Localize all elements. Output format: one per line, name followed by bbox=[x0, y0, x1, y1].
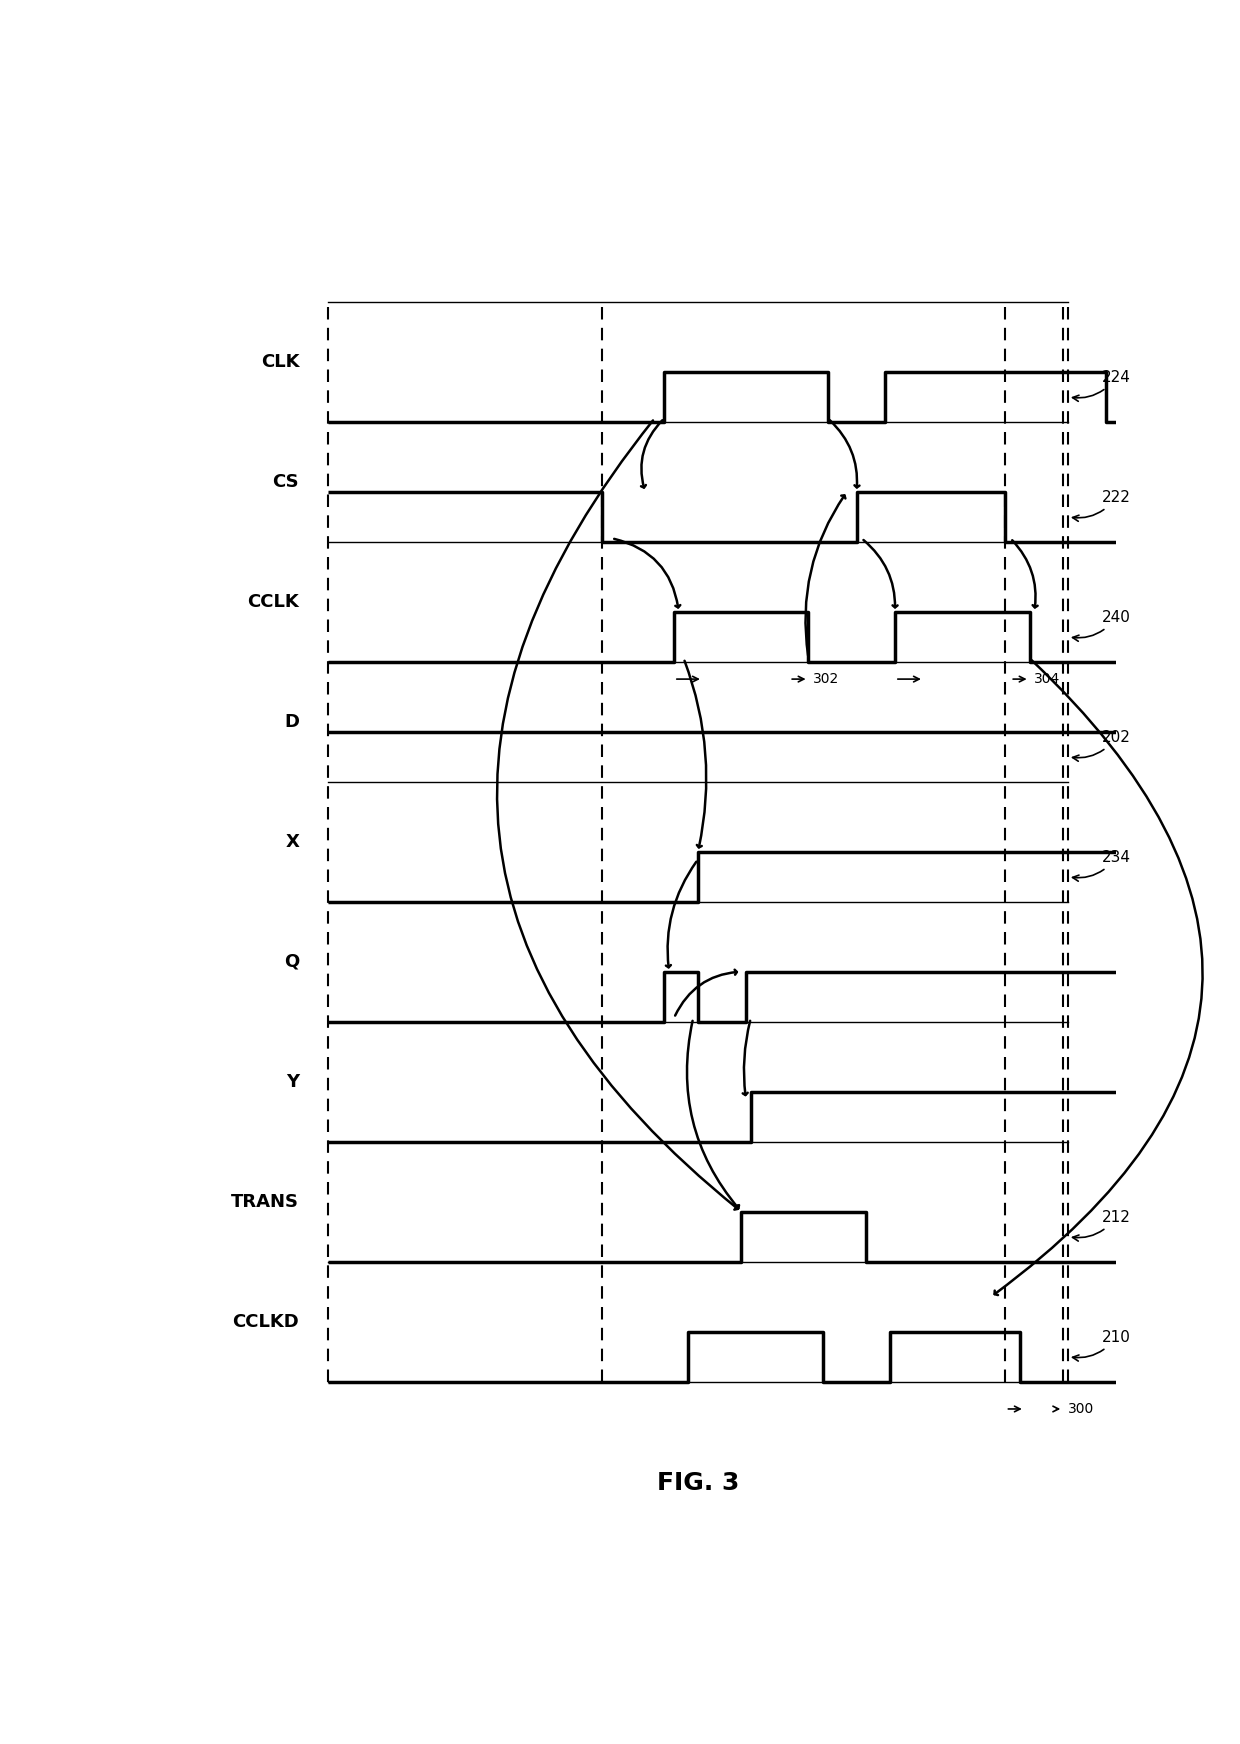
Text: 240: 240 bbox=[1073, 610, 1131, 642]
Text: 222: 222 bbox=[1073, 490, 1131, 521]
Text: FIG. 3: FIG. 3 bbox=[657, 1470, 739, 1495]
Text: 234: 234 bbox=[1073, 849, 1131, 881]
Text: 304: 304 bbox=[1034, 671, 1060, 685]
Text: CLK: CLK bbox=[260, 352, 299, 371]
Text: TRANS: TRANS bbox=[231, 1193, 299, 1210]
Text: 224: 224 bbox=[1073, 370, 1131, 401]
Text: D: D bbox=[284, 713, 299, 731]
Text: Y: Y bbox=[286, 1073, 299, 1092]
Text: Q: Q bbox=[284, 952, 299, 971]
Text: 302: 302 bbox=[813, 671, 839, 685]
Text: X: X bbox=[285, 834, 299, 851]
Text: CCLKD: CCLKD bbox=[232, 1313, 299, 1331]
Text: CS: CS bbox=[273, 473, 299, 492]
Text: 212: 212 bbox=[1073, 1210, 1131, 1242]
Text: 300: 300 bbox=[1068, 1402, 1094, 1416]
Text: 210: 210 bbox=[1073, 1331, 1131, 1360]
Text: CCLK: CCLK bbox=[248, 593, 299, 610]
Text: 202: 202 bbox=[1073, 731, 1131, 760]
